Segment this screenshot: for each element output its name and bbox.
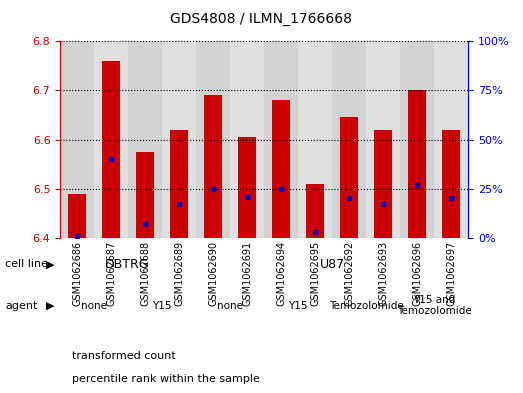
Text: cell line: cell line bbox=[5, 259, 48, 269]
Text: Y15: Y15 bbox=[288, 301, 308, 310]
Bar bbox=[332, 41, 366, 238]
Bar bbox=[102, 61, 120, 238]
Text: none: none bbox=[81, 301, 107, 310]
Bar bbox=[136, 152, 154, 238]
Text: agent: agent bbox=[5, 301, 38, 310]
Bar bbox=[298, 41, 332, 238]
Text: ▶: ▶ bbox=[47, 301, 55, 310]
Bar bbox=[94, 41, 128, 238]
Text: transformed count: transformed count bbox=[72, 351, 175, 361]
Text: Y15 and
Temozolomide: Y15 and Temozolomide bbox=[397, 295, 471, 316]
Bar bbox=[162, 41, 196, 238]
Bar bbox=[128, 41, 162, 238]
Text: Y15: Y15 bbox=[152, 301, 172, 310]
Text: none: none bbox=[217, 301, 243, 310]
Text: DBTRG: DBTRG bbox=[105, 258, 150, 271]
Bar bbox=[340, 118, 358, 238]
Bar bbox=[408, 90, 426, 238]
Bar bbox=[60, 41, 94, 238]
Bar bbox=[196, 41, 230, 238]
Bar bbox=[170, 130, 188, 238]
Bar bbox=[204, 95, 222, 238]
Bar bbox=[434, 41, 468, 238]
Text: percentile rank within the sample: percentile rank within the sample bbox=[72, 374, 259, 384]
Bar bbox=[306, 184, 324, 238]
Bar bbox=[68, 194, 86, 238]
Text: U87: U87 bbox=[320, 258, 346, 271]
Text: GDS4808 / ILMN_1766668: GDS4808 / ILMN_1766668 bbox=[170, 12, 353, 26]
Bar bbox=[264, 41, 298, 238]
Bar bbox=[400, 41, 434, 238]
Bar bbox=[272, 100, 290, 238]
Bar bbox=[366, 41, 400, 238]
Text: ▶: ▶ bbox=[47, 259, 55, 269]
Bar bbox=[374, 130, 392, 238]
Bar bbox=[238, 137, 256, 238]
Bar bbox=[230, 41, 264, 238]
Bar bbox=[442, 130, 460, 238]
Text: Temozolomide: Temozolomide bbox=[329, 301, 403, 310]
